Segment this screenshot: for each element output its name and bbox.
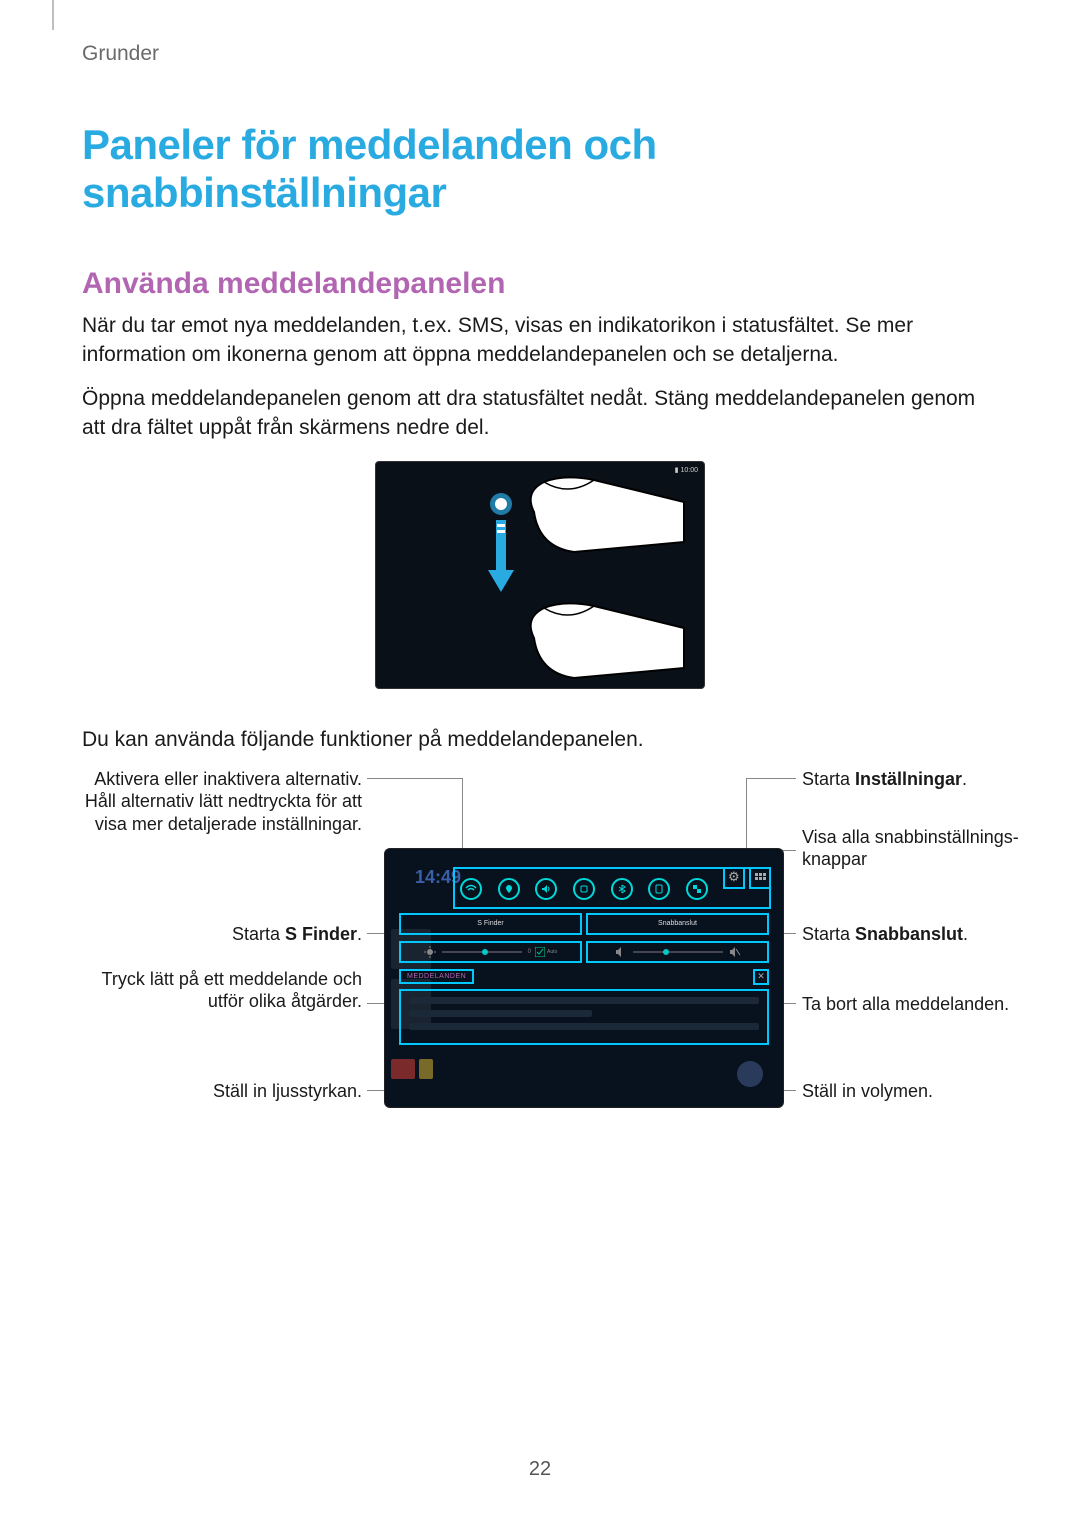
callout-volume: Ställ in volymen.	[802, 1080, 1022, 1103]
callout-clear-notifications: Ta bort alla meddelanden.	[802, 993, 1022, 1016]
notification-item	[409, 1010, 592, 1017]
finder-row: S Finder Snabbanslut	[399, 913, 769, 935]
bg-tile	[391, 1059, 415, 1079]
volume-mute-icon	[729, 946, 741, 958]
bg-tile	[419, 1059, 433, 1079]
notification-header: MEDDELANDEN ✕	[399, 969, 769, 985]
callout-all-quicksettings: Visa alla snabbinställnings-knappar	[802, 826, 1022, 871]
page-number: 22	[0, 1458, 1080, 1481]
breadcrumb: Grunder	[82, 42, 998, 66]
multiwindow-icon[interactable]	[686, 878, 708, 900]
brightness-slider[interactable]: 0 Auto	[399, 941, 582, 963]
settings-gear-highlight[interactable]	[723, 867, 745, 889]
gesture-illustration: ▮ 10:00	[375, 461, 705, 689]
wifi-icon[interactable]	[460, 878, 482, 900]
snabbanslut-button[interactable]: Snabbanslut	[586, 913, 769, 935]
paragraph-1: När du tar emot nya meddelanden, t.ex. S…	[82, 311, 998, 370]
brightness-icon	[424, 946, 436, 958]
rotation-icon[interactable]	[573, 878, 595, 900]
sliders-row: 0 Auto	[399, 941, 769, 963]
sync-icon[interactable]	[648, 878, 670, 900]
page-title: Paneler för meddelanden och snabbinställ…	[82, 121, 998, 217]
bluetooth-icon[interactable]	[611, 878, 633, 900]
sound-icon[interactable]	[535, 878, 557, 900]
auto-checkbox-icon	[535, 947, 545, 957]
callout-toggle-options: Aktivera eller inaktivera alternativ. Hå…	[82, 768, 362, 836]
margin-line	[52, 0, 54, 30]
leader-line	[367, 778, 462, 779]
callout-snabbanslut: Starta Snabbanslut.	[802, 923, 1022, 946]
sfinder-button[interactable]: S Finder	[399, 913, 582, 935]
bg-tile	[737, 1061, 763, 1087]
annotated-diagram: Aktivera eller inaktivera alternativ. Hå…	[82, 768, 998, 1168]
location-icon[interactable]	[498, 878, 520, 900]
volume-icon	[615, 946, 627, 958]
section-title: Använda meddelandepanelen	[82, 267, 998, 301]
callout-notification-tap: Tryck lätt på ett meddelande och utför o…	[82, 968, 362, 1013]
clear-notifications-button[interactable]: ✕	[753, 969, 769, 985]
tablet-screenshot: 14:49 S Finder Snabbanslut	[384, 848, 784, 1108]
volume-slider[interactable]	[586, 941, 769, 963]
callout-settings: Starta Inställningar.	[802, 768, 1022, 791]
all-quicksettings-highlight[interactable]	[749, 867, 771, 889]
hand-top-icon	[514, 461, 694, 562]
hand-bottom-icon	[514, 588, 694, 689]
grid-icon	[755, 873, 767, 885]
notification-item	[409, 997, 759, 1004]
quick-settings-row	[455, 871, 713, 907]
notification-header-label: MEDDELANDEN	[399, 969, 474, 984]
notification-list-highlight[interactable]	[399, 989, 769, 1045]
page-content: Grunder Paneler för meddelanden och snab…	[0, 0, 1080, 1208]
paragraph-2: Öppna meddelandepanelen genom att dra st…	[82, 384, 998, 443]
paragraph-3: Du kan använda följande funktioner på me…	[82, 725, 998, 754]
callout-sfinder: Starta S Finder.	[82, 923, 362, 946]
callout-brightness: Ställ in ljusstyrkan.	[82, 1080, 362, 1103]
notification-item	[409, 1023, 759, 1030]
swipe-down-arrow-icon	[486, 492, 516, 612]
leader-line	[746, 778, 796, 779]
